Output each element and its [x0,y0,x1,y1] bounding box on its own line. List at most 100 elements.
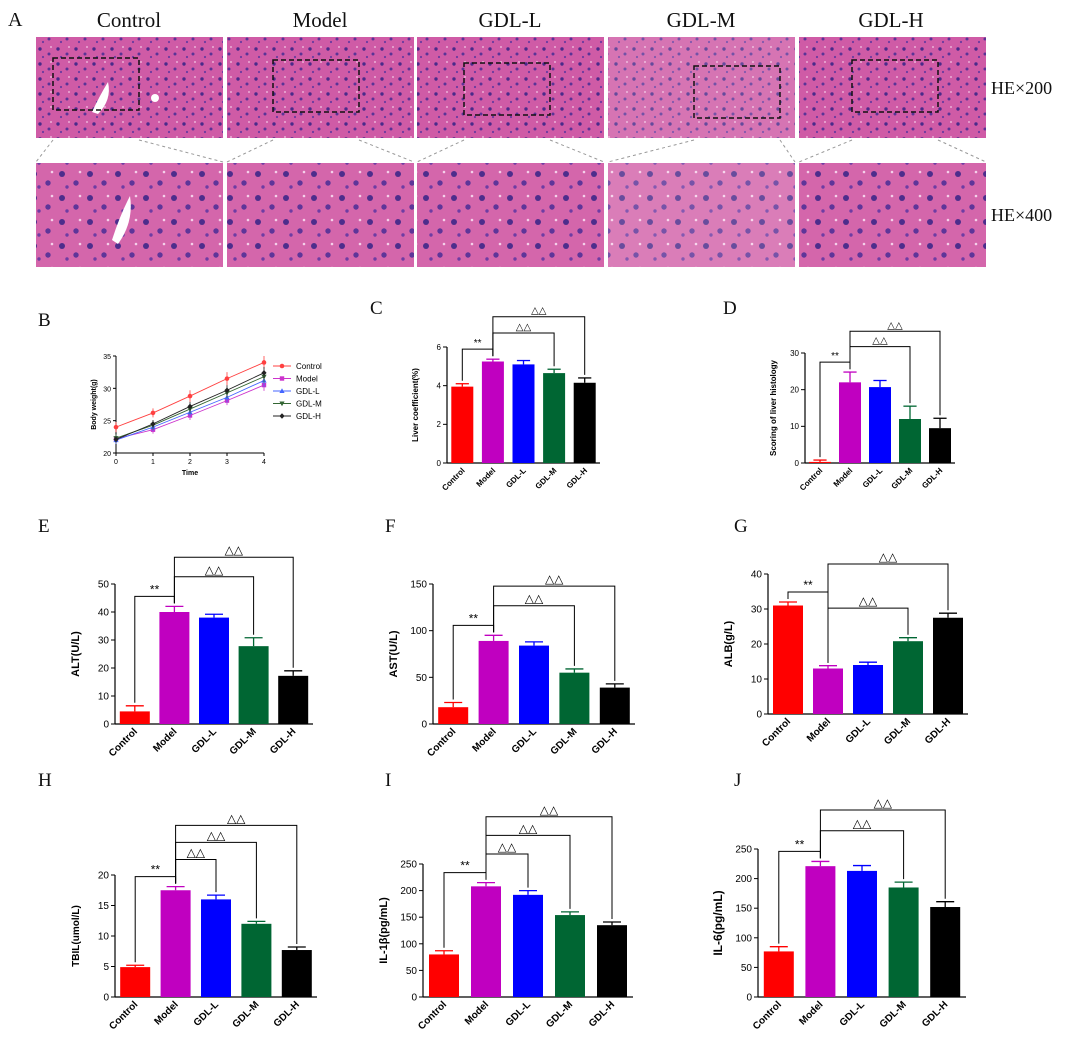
bar-gdl-l [847,870,877,997]
x-tick-label-gdl-m: GDL-M [549,726,580,757]
x-tick-label-control: Control [751,999,784,1032]
panel-letter-c: C [370,298,383,319]
y-tick-label: 25 [103,419,111,426]
y-tick-label: 50 [416,673,428,684]
y-tick-label: 40 [98,608,110,619]
bar-control [809,461,831,463]
micrograph-gdl-l-200 [417,37,604,138]
y-axis-label: Scoring of liver histology [769,359,778,456]
bar-model [471,886,501,997]
bar-control [763,951,794,997]
y-tick-label: 15 [98,901,110,912]
significance-label: ** [803,578,813,592]
y-tick-label: 20 [98,871,110,882]
x-tick-label-control: Control [107,999,140,1032]
legend-label-gdl-l: GDL-L [296,387,320,396]
y-tick-label: 0 [746,993,752,1004]
x-tick-label-gdl-m: GDL-M [534,466,559,491]
chart-liver-histology-score: 0 10 20 30 Scoring of liver histology Control… [769,320,955,493]
y-tick-label: 2 [437,420,442,429]
micrograph-gdl-m-400 [608,163,795,267]
bar-gdl-l [513,894,543,997]
x-tick-label-model: Model [832,466,855,489]
x-tick-label-gdl-h: GDL-H [268,726,298,756]
significance-label: △△ [227,811,246,825]
legend-label-gdl-h: GDL-H [296,412,321,421]
marker-diamond [261,370,267,376]
marker-circle [279,363,285,369]
y-axis-label: Liver coefficient(%) [411,368,420,442]
y-axis-label: Body weight(g) [91,379,98,430]
marker-triangle [279,388,285,393]
chart-alt: 0 10 20 30 40 50 ALT(U/L) Control Model GDL-L GDL-… [70,543,313,759]
panel-letter-j: J [734,770,741,791]
significance-bracket [173,556,294,668]
micrograph-model-200 [227,37,414,138]
micrograph-control-200 [36,37,223,138]
y-tick-label: 35 [103,354,111,361]
micrograph-gdl-h-400 [799,163,986,267]
svg-text:GDL-H: GDL-H [858,8,923,32]
x-tick-label-gdl-h: GDL-H [590,726,620,756]
x-tick-label-gdl-h: GDL-H [587,999,617,1029]
x-tick-label-control: Control [107,726,140,759]
zoom-box-control [52,57,140,111]
y-tick-label: 10 [98,692,110,703]
micrograph-gdl-h-200 [799,37,986,138]
x-tick-label-gdl-l: GDL-L [504,466,528,490]
bar-gdl-h [599,687,630,724]
y-tick-label: 0 [103,720,109,731]
y-tick-label: 30 [98,636,110,647]
bar-control [438,707,469,724]
series-gdl-l: GDL-L [113,374,320,444]
significance-label: △△ [853,817,872,831]
y-tick-label: 0 [421,720,427,731]
y-tick-label: 10 [751,675,763,686]
y-tick-label: 4 [437,381,442,390]
x-tick-label-gdl-l: GDL-L [861,466,885,490]
panel-letter-f: F [385,516,396,537]
x-tick-label-gdl-m: GDL-M [228,726,259,757]
x-tick-label: 4 [262,459,266,466]
significance-bracket [849,330,941,416]
bar-model [160,890,191,997]
y-axis-label: IL-6(pg/mL) [711,890,725,955]
micrograph-gdl-l-400 [417,163,604,267]
x-tick-label: 3 [225,459,229,466]
y-tick-label: 20 [98,664,110,675]
y-tick-label: 10 [98,932,110,943]
x-tick-label: 2 [188,459,192,466]
x-tick-label: 0 [114,459,118,466]
significance-label: ** [474,338,482,349]
bar-control [120,967,151,997]
significance-label: △△ [525,592,544,606]
significance-label: △△ [872,336,888,347]
bar-model [481,361,504,463]
legend-label-gdl-m: GDL-M [296,400,322,409]
x-tick-label-gdl-l: GDL-L [190,726,219,755]
bar-gdl-h [929,428,951,463]
bar-control [429,954,459,997]
y-tick-label: 50 [406,966,418,977]
bar-gdl-m [238,646,269,724]
significance-label: △△ [531,306,547,317]
significance-bracket [827,563,949,663]
magnification-label-400: HE×400 [991,205,1052,225]
bar-gdl-m [543,373,566,463]
micrograph-model-400 [227,163,414,267]
svg-text:GDL-L: GDL-L [479,8,542,32]
panel-letter-g: G [734,516,748,537]
marker-triangle-down [279,401,285,407]
bar-model [159,612,190,724]
marker-diamond [113,436,119,443]
panel-letter-e: E [38,516,50,537]
y-axis-label: ALT(U/L) [70,631,82,677]
significance-label: ** [460,859,470,873]
y-tick-label: 6 [437,343,442,352]
chart-alb: 0 10 20 30 40 ALB(g/L) Control Model GDL-L GDL-M G… [723,550,968,749]
chart-il-1b: 0 50 100 150 200 250 IL-1β(pg/mL) Control Model G… [378,803,633,1032]
panel-letter-h: H [38,770,52,791]
significance-label: ** [151,863,161,877]
x-tick-label-gdl-m: GDL-M [878,999,909,1030]
